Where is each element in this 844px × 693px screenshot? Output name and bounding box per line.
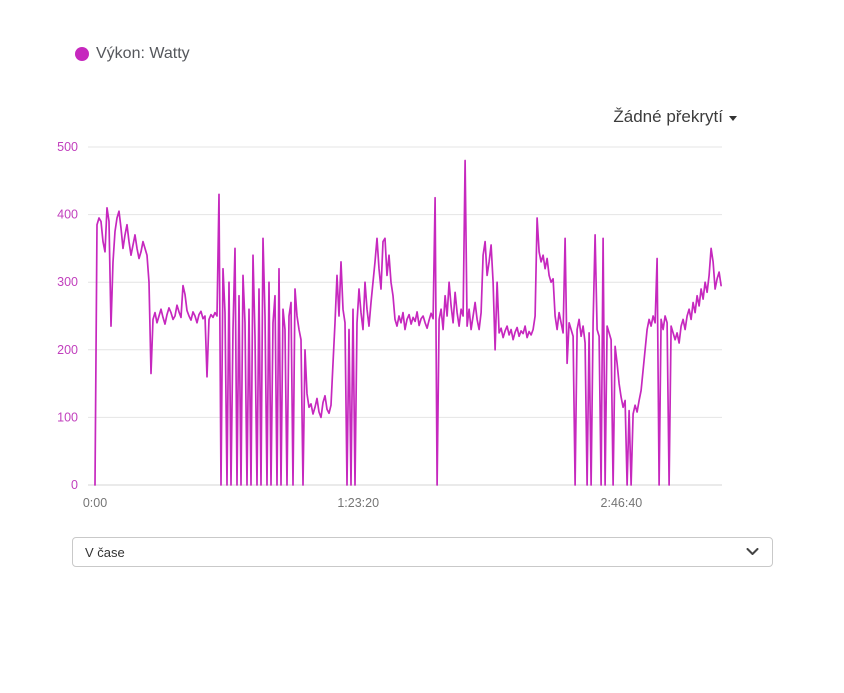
y-tick-label: 500: [57, 140, 78, 154]
x-tick-label: 2:46:40: [601, 496, 643, 510]
y-tick-label: 0: [71, 478, 78, 492]
caret-down-icon: [729, 116, 737, 121]
legend-item-power[interactable]: Výkon: Watty: [75, 45, 190, 63]
chart-mode-select[interactable]: V čase: [72, 537, 773, 567]
series-color-dot: [75, 47, 89, 61]
overlay-dropdown-label: Žádné překrytí: [613, 107, 723, 126]
chart-mode-value: V čase: [85, 544, 125, 560]
y-tick-label: 100: [57, 410, 78, 424]
y-tick-label: 200: [57, 343, 78, 357]
power-time-chart[interactable]: 0 100 200 300 400 500 0:00 1:23:20 2:46:40: [40, 140, 752, 515]
x-tick-label: 1:23:20: [337, 496, 379, 510]
x-tick-label: 0:00: [83, 496, 107, 510]
y-tick-label: 400: [57, 208, 78, 222]
y-tick-label: 300: [57, 275, 78, 289]
series-label: Výkon: Watty: [96, 45, 190, 62]
chevron-down-icon: [746, 548, 759, 555]
power-series-line: [94, 159, 722, 486]
overlay-dropdown[interactable]: Žádné překrytí: [613, 107, 737, 127]
